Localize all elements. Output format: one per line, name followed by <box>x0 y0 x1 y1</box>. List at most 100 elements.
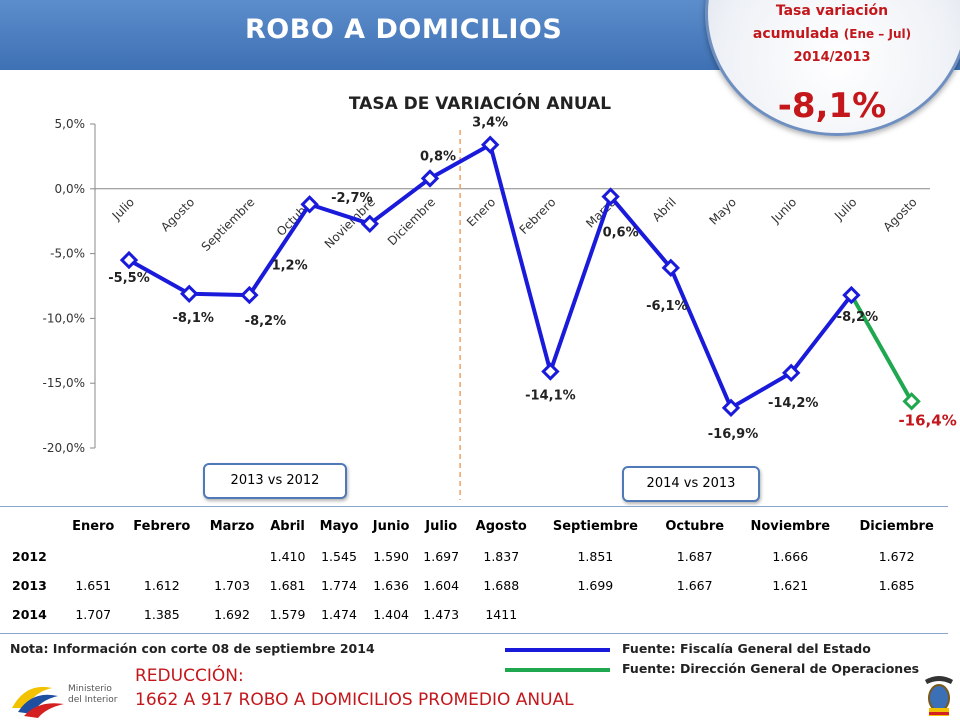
month-header: Octubre <box>665 518 725 534</box>
table-header-row: Enero Febrero Marzo Abril Mayo Junio Jul… <box>0 510 948 542</box>
badge-value: -8,1% <box>777 86 887 126</box>
y-tick-label: -10,0% <box>43 311 85 325</box>
x-tick-label: Mayo <box>706 195 739 228</box>
table-cell: 1.707 <box>75 607 112 622</box>
data-cutoff-note: Nota: Información con corte 08 de septie… <box>10 641 375 656</box>
table-cell: 1.667 <box>676 578 713 593</box>
data-point <box>240 285 259 305</box>
data-point <box>481 135 500 154</box>
data-point <box>420 169 440 188</box>
legend-source-fiscalia: Fuente: Fiscalía General del Estado <box>622 641 871 656</box>
table-cell: 1.621 <box>772 578 809 593</box>
legend-swatch-green <box>505 668 610 672</box>
table-row: 2013 1.651 1.612 1.703 1.681 1.774 1.636… <box>0 571 948 600</box>
table-cell <box>537 600 654 629</box>
table-cell: 1.687 <box>676 549 713 564</box>
data-point <box>360 214 379 233</box>
y-tick-label: -20,0% <box>43 441 85 455</box>
x-tick-label: Abril <box>650 195 679 224</box>
data-label: -14,1% <box>525 389 576 404</box>
legend-swatch-blue <box>505 648 610 652</box>
month-header: Abril <box>270 518 305 534</box>
x-tick-label: Enero <box>464 195 498 229</box>
y-tick-label: 0,0% <box>55 182 86 196</box>
table-cell: 1.636 <box>373 578 410 593</box>
data-point <box>180 284 199 303</box>
data-label: 1,2% <box>272 258 308 273</box>
month-header: Noviembre <box>750 518 831 534</box>
month-header: Febrero <box>133 518 191 534</box>
table-cell: 1.473 <box>423 607 460 622</box>
data-point <box>842 285 861 305</box>
table-cell: 1.579 <box>269 607 306 622</box>
x-tick-label: Julio <box>109 195 137 223</box>
month-header: Septiembre <box>552 518 638 534</box>
data-point <box>902 392 921 411</box>
data-label: 3,4% <box>472 116 508 131</box>
table-cell: 1.651 <box>75 578 112 593</box>
data-label: 0,8% <box>420 149 456 164</box>
month-header: Junio <box>372 518 410 534</box>
table-cell: 1.692 <box>214 607 250 622</box>
data-label: -14,2% <box>768 396 819 411</box>
x-tick-label: Junio <box>768 195 799 226</box>
period-2013-vs-2012: 2013 vs 2012 <box>203 463 347 499</box>
data-label: -8,2% <box>837 310 878 325</box>
x-tick-label: Agosto <box>158 195 197 234</box>
table-cell: 1.666 <box>772 549 809 564</box>
x-tick-label: Febrero <box>517 195 559 237</box>
table-cell: 1.851 <box>577 549 614 564</box>
data-label: -2,7% <box>331 191 372 206</box>
table-cell <box>122 542 201 571</box>
line-chart: TASA DE VARIACIÓN ANUAL 5,0% 0,0% -5,0% -10… <box>43 92 957 500</box>
badge-line-1: Tasa variación <box>775 3 889 19</box>
reduction-title: REDUCCIÓN: <box>135 666 244 686</box>
monthly-data-table: Enero Febrero Marzo Abril Mayo Junio Jul… <box>0 510 948 629</box>
x-tick-label: Agosto <box>880 195 919 234</box>
row-year: 2012 <box>12 549 47 564</box>
table-cell <box>845 600 948 629</box>
table-cell <box>64 542 122 571</box>
month-header: Marzo <box>209 518 255 534</box>
chart-title: TASA DE VARIACIÓN ANUAL <box>349 92 611 114</box>
series-line <box>128 142 853 410</box>
data-label: -5,5% <box>108 271 149 286</box>
table-cell: 1.699 <box>577 578 614 593</box>
data-label: -8,1% <box>172 311 213 326</box>
data-point <box>721 398 741 418</box>
data-point <box>601 187 620 206</box>
table-row: 2012 1.410 1.545 1.590 1.697 1.837 1.851… <box>0 542 948 571</box>
legend-source-operaciones: Fuente: Dirección General de Operaciones <box>622 661 920 676</box>
y-tick-label: -5,0% <box>50 247 85 261</box>
table-cell: 1.672 <box>878 549 915 564</box>
data-point <box>300 195 319 214</box>
table-cell: 1.604 <box>423 578 460 593</box>
data-label: -16,9% <box>708 427 759 442</box>
table-cell: 1.681 <box>269 578 306 593</box>
y-tick-label: 5,0% <box>55 117 86 131</box>
month-header: Julio <box>425 518 458 534</box>
row-year: 2013 <box>12 578 47 593</box>
table-cell: 1411 <box>485 607 518 622</box>
series-line <box>849 294 914 403</box>
x-tick-label: Septiembre <box>199 195 258 254</box>
ministry-name: Ministerio del Interior <box>68 684 118 705</box>
data-point <box>782 363 801 383</box>
month-header: Mayo <box>319 518 359 534</box>
ministry-logo-icon <box>12 686 64 718</box>
table-bottom-rule <box>0 633 948 634</box>
table-corner <box>0 510 64 542</box>
month-header: Diciembre <box>859 518 934 534</box>
table-cell: 1.612 <box>143 578 180 593</box>
table-cell: 1.688 <box>483 578 520 593</box>
month-header: Enero <box>72 518 115 534</box>
data-label: -16,4% <box>898 411 956 429</box>
table-cell: 1.474 <box>321 607 357 622</box>
table-cell: 1.837 <box>483 549 520 564</box>
x-tick-label: Diciembre <box>385 195 438 248</box>
table-cell <box>735 600 845 629</box>
table-cell: 1.590 <box>373 549 410 564</box>
data-label: -6,1% <box>646 299 687 314</box>
x-tick-label: Julio <box>831 195 859 223</box>
reduction-text: 1662 A 917 ROBO A DOMICILIOS PROMEDIO AN… <box>135 690 574 710</box>
